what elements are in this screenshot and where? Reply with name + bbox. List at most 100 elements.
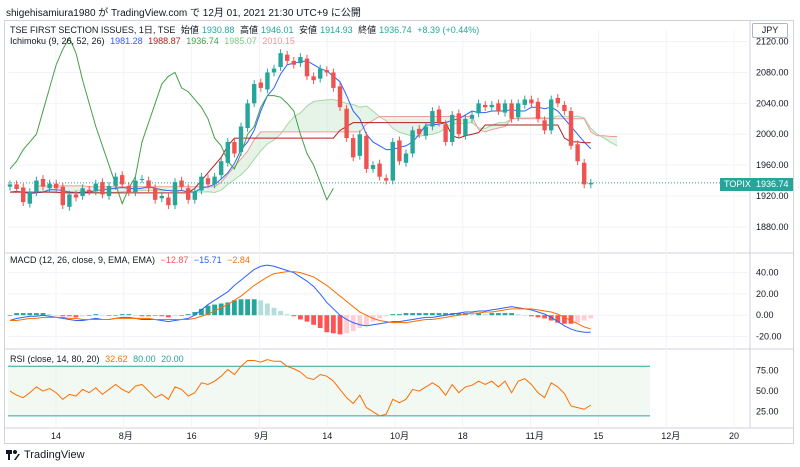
candle-body <box>265 72 270 90</box>
signal-line <box>10 271 591 330</box>
publish-caption: shigehisamiura1980 が TradingView.com で 1… <box>6 8 361 19</box>
macd-histogram-bar <box>271 307 277 316</box>
macd-histogram-bar <box>324 315 330 333</box>
open-label: 始値 <box>180 25 199 35</box>
macd-tick-label: 0.00 <box>756 310 774 320</box>
time-tick-label: 20 <box>729 431 739 441</box>
candle-body <box>113 176 118 186</box>
macd-histogram-bar <box>383 315 389 317</box>
price-tick-label: 1920.00 <box>756 191 789 201</box>
price-tick-label: 2000.00 <box>756 129 789 139</box>
macd-histogram-bar <box>232 300 237 316</box>
candle-body <box>54 183 59 189</box>
macd-histogram-bar <box>152 315 158 316</box>
macd-histogram-bar <box>192 312 198 316</box>
candle-body <box>318 68 323 79</box>
high-label: 高値 <box>239 25 258 35</box>
candle-body <box>456 113 461 135</box>
ichimoku-title[interactable]: Ichimoku (9, 26, 52, 26) <box>10 36 105 46</box>
macd-histogram-bar <box>251 299 257 316</box>
macd-histogram-bar <box>34 313 39 316</box>
candle-body <box>476 103 481 114</box>
macd-histogram-bar <box>390 314 396 316</box>
ichimoku-kijun-value: 1988.87 <box>148 36 181 46</box>
currency-badge[interactable]: JPY <box>752 23 788 38</box>
rsi-band-fill <box>8 366 650 416</box>
candle-body <box>443 124 448 142</box>
candle-body <box>126 185 131 193</box>
symbol-title[interactable]: TSE FIRST SECTION ISSUES, 1日, TSE <box>10 25 176 35</box>
candle-body <box>311 76 316 81</box>
candle-body <box>80 188 85 196</box>
macd-histogram-bar <box>555 315 561 323</box>
macd-panel <box>7 264 594 335</box>
macd-line-value: −15.71 <box>193 255 222 265</box>
candle-body <box>252 84 257 104</box>
macd-histogram-bar <box>568 315 574 324</box>
candle-body <box>568 111 574 146</box>
candle-body <box>522 99 527 105</box>
macd-histogram-bar <box>535 315 541 318</box>
macd-line <box>9 264 591 333</box>
candle-body <box>357 134 362 156</box>
macd-legend: MACD (12, 26, close, 9, EMA, EMA) −12.87… <box>10 255 253 265</box>
candle-body <box>133 180 138 193</box>
candle-body <box>509 103 514 119</box>
price-tick-label: 2040.00 <box>756 98 789 108</box>
candle-body <box>291 60 296 65</box>
macd-histogram-bar <box>185 314 191 316</box>
candle-body <box>93 183 98 192</box>
macd-histogram-bar <box>284 314 290 316</box>
macd-histogram-bar <box>179 315 184 316</box>
candle-body <box>146 180 151 189</box>
candle-body <box>489 104 494 108</box>
macd-histogram-bar <box>14 313 19 316</box>
macd-histogram-bar <box>502 313 508 316</box>
macd-histogram-bar <box>350 315 356 332</box>
macd-histogram-bar <box>357 315 363 328</box>
candle-body <box>159 195 164 199</box>
low-value: 1914.93 <box>320 25 353 35</box>
candle-body <box>232 141 237 154</box>
candle-body <box>450 114 455 142</box>
macd-histogram-bar <box>581 315 587 321</box>
candle-body <box>430 111 435 127</box>
macd-histogram-bar <box>218 303 224 316</box>
candle-body <box>331 72 336 88</box>
macd-histogram-bar <box>199 308 204 316</box>
candle-body <box>34 180 39 193</box>
macd-title[interactable]: MACD (12, 26, close, 9, EMA, EMA) <box>10 255 156 265</box>
candle-body <box>549 99 554 131</box>
change-value: +8.39 (+0.44%) <box>417 25 480 35</box>
macd-histogram-bar <box>403 313 409 316</box>
rsi-legend: RSI (close, 14, 80, 20) 32.62 80.00 20.0… <box>10 354 187 364</box>
macd-tick-label: 40.00 <box>756 268 779 278</box>
candle-body <box>582 162 587 185</box>
candle-body <box>205 178 211 185</box>
macd-histogram-bar <box>542 315 547 319</box>
candle-body <box>100 182 105 195</box>
macd-histogram-bar <box>205 305 211 316</box>
candle-body <box>337 86 343 108</box>
candle-body <box>298 57 303 64</box>
candlesticks <box>7 49 750 211</box>
candle-body <box>139 178 145 180</box>
macd-histogram-bar <box>212 304 217 316</box>
main-legend: TSE FIRST SECTION ISSUES, 1日, TSE 始値 1930… <box>10 23 482 36</box>
rsi-title[interactable]: RSI (close, 14, 80, 20) <box>10 354 100 364</box>
macd-histogram-bar <box>423 313 429 316</box>
low-label: 安値 <box>299 25 318 35</box>
last-price-tag: 1936.74 <box>752 178 793 191</box>
macd-histogram-bar <box>126 314 132 316</box>
macd-tick-label: 20.00 <box>756 289 779 299</box>
macd-histogram-bar <box>469 314 475 316</box>
rsi-upper-band-value: 80.00 <box>133 354 156 364</box>
candle-body <box>67 194 72 207</box>
candle-body <box>417 128 422 135</box>
price-tick-label: 2080.00 <box>756 67 789 77</box>
macd-histogram-bar <box>291 315 297 317</box>
tradingview-brand: TradingView <box>24 449 85 461</box>
tradingview-logo[interactable]: TradingView <box>6 449 85 461</box>
ichimoku-span-a-value: 1985.07 <box>224 36 257 46</box>
